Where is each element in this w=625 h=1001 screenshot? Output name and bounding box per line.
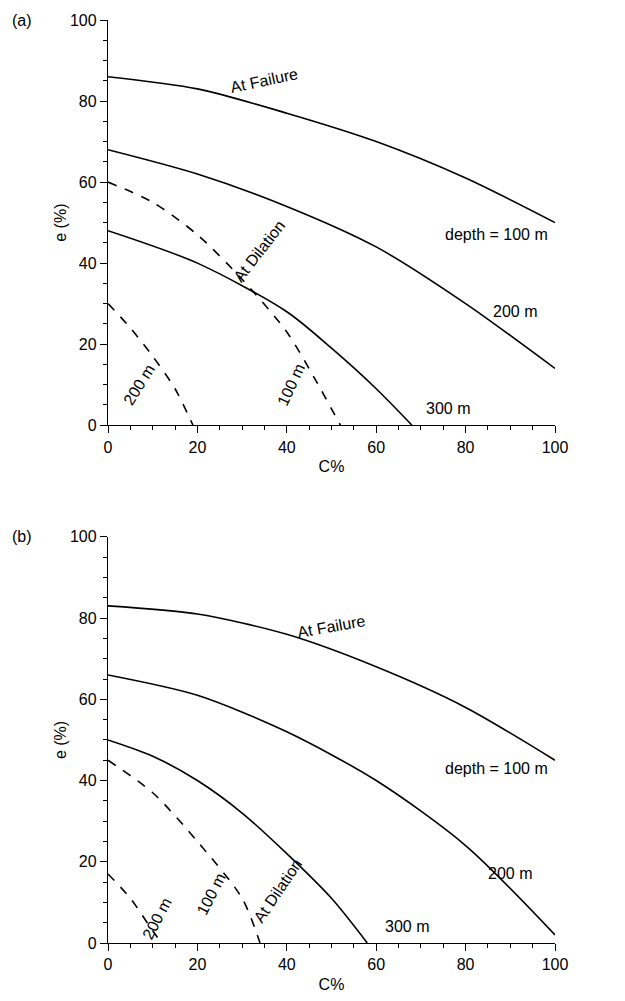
svg-text:60: 60 [367, 439, 385, 456]
svg-text:60: 60 [79, 691, 97, 708]
svg-text:depth = 100 m: depth = 100 m [445, 760, 548, 777]
svg-text:C%: C% [319, 976, 345, 993]
svg-text:20: 20 [189, 956, 207, 973]
svg-text:200 m: 200 m [488, 865, 532, 882]
svg-text:100: 100 [542, 439, 569, 456]
svg-text:200 m: 200 m [493, 303, 537, 320]
svg-text:80: 80 [457, 956, 475, 973]
svg-text:e (%): e (%) [52, 203, 69, 241]
svg-text:20: 20 [189, 439, 207, 456]
svg-text:20: 20 [79, 336, 97, 353]
svg-text:20: 20 [79, 853, 97, 870]
svg-text:100 m: 100 m [274, 361, 308, 408]
svg-text:depth = 100 m: depth = 100 m [445, 226, 548, 243]
svg-text:At Dilation: At Dilation [230, 217, 288, 285]
svg-text:C%: C% [319, 458, 345, 475]
svg-text:0: 0 [88, 935, 97, 952]
svg-text:200 m: 200 m [139, 895, 175, 942]
svg-text:40: 40 [79, 255, 97, 272]
svg-text:0: 0 [88, 417, 97, 434]
svg-text:e (%): e (%) [52, 721, 69, 759]
svg-text:80: 80 [79, 610, 97, 627]
svg-text:80: 80 [79, 93, 97, 110]
svg-text:100: 100 [542, 956, 569, 973]
svg-text:(b): (b) [12, 528, 32, 545]
svg-text:200 m: 200 m [120, 361, 158, 408]
svg-text:At Dilation: At Dilation [250, 856, 305, 926]
svg-text:40: 40 [278, 439, 296, 456]
svg-text:100: 100 [70, 12, 97, 29]
svg-text:80: 80 [457, 439, 475, 456]
svg-text:0: 0 [104, 439, 113, 456]
svg-text:At Failure: At Failure [229, 65, 300, 96]
svg-text:0: 0 [104, 956, 113, 973]
svg-text:At Failure: At Failure [296, 612, 366, 641]
svg-text:100: 100 [70, 528, 97, 545]
svg-text:300 m: 300 m [426, 400, 470, 417]
svg-text:100 m: 100 m [194, 870, 229, 917]
svg-text:60: 60 [79, 174, 97, 191]
svg-text:40: 40 [278, 956, 296, 973]
svg-text:40: 40 [79, 772, 97, 789]
svg-text:300 m: 300 m [385, 918, 429, 935]
svg-text:60: 60 [367, 956, 385, 973]
svg-text:(a): (a) [12, 12, 32, 29]
